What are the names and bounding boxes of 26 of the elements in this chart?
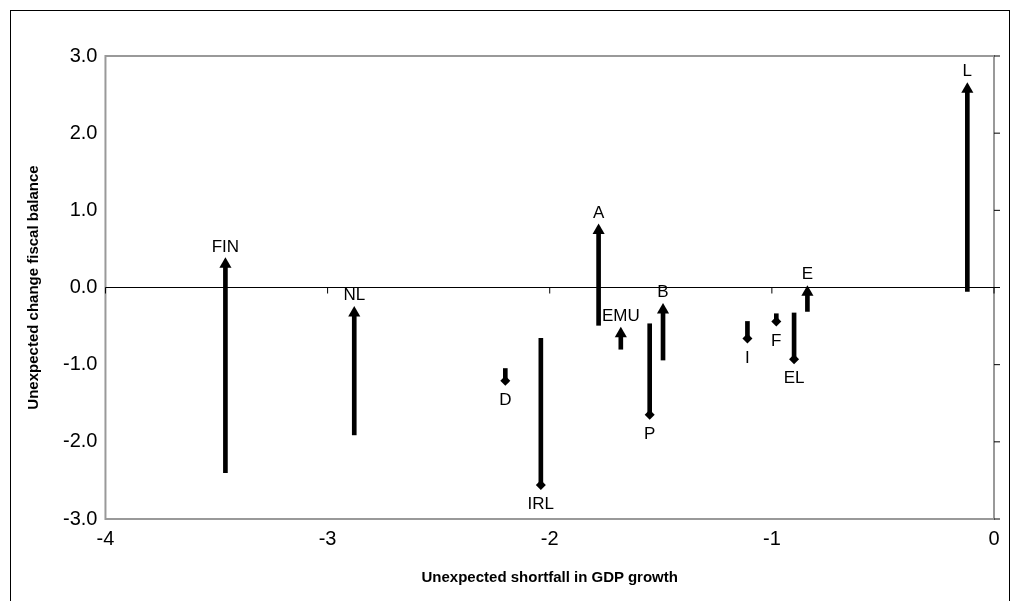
x-tick-label: -4 xyxy=(96,526,115,549)
x-axis-title: Unexpected shortfall in GDP growth xyxy=(421,568,678,586)
x-tick-label: -1 xyxy=(762,526,781,549)
y-tick-label: 1.0 xyxy=(69,197,98,220)
annotation: F xyxy=(771,330,782,350)
y-tick-label: -3.0 xyxy=(62,506,98,529)
annotation: A xyxy=(592,202,605,222)
y-tick-label: -2.0 xyxy=(62,429,98,452)
annotation: P xyxy=(644,424,656,444)
annotation: IRL xyxy=(527,494,555,514)
annotation: E xyxy=(801,264,814,284)
annotation: I xyxy=(745,347,750,367)
annotation: D xyxy=(499,390,512,410)
annotation: EL xyxy=(783,368,805,388)
y-tick-label: 0.0 xyxy=(69,275,98,298)
x-tick-label: -3 xyxy=(318,526,337,549)
x-tick-label: 0 xyxy=(988,526,1000,549)
y-tick-label: 3.0 xyxy=(69,43,98,66)
y-axis-title: Unexpected change fiscal balance xyxy=(24,165,42,410)
annotation: L xyxy=(962,61,973,81)
annotation: NL xyxy=(343,285,366,305)
x-tick-label: -2 xyxy=(540,526,559,549)
annotation: EMU xyxy=(601,305,640,325)
annotation: FIN xyxy=(211,236,240,256)
y-tick-label: 2.0 xyxy=(69,120,98,143)
y-tick-label: -1.0 xyxy=(62,352,98,375)
